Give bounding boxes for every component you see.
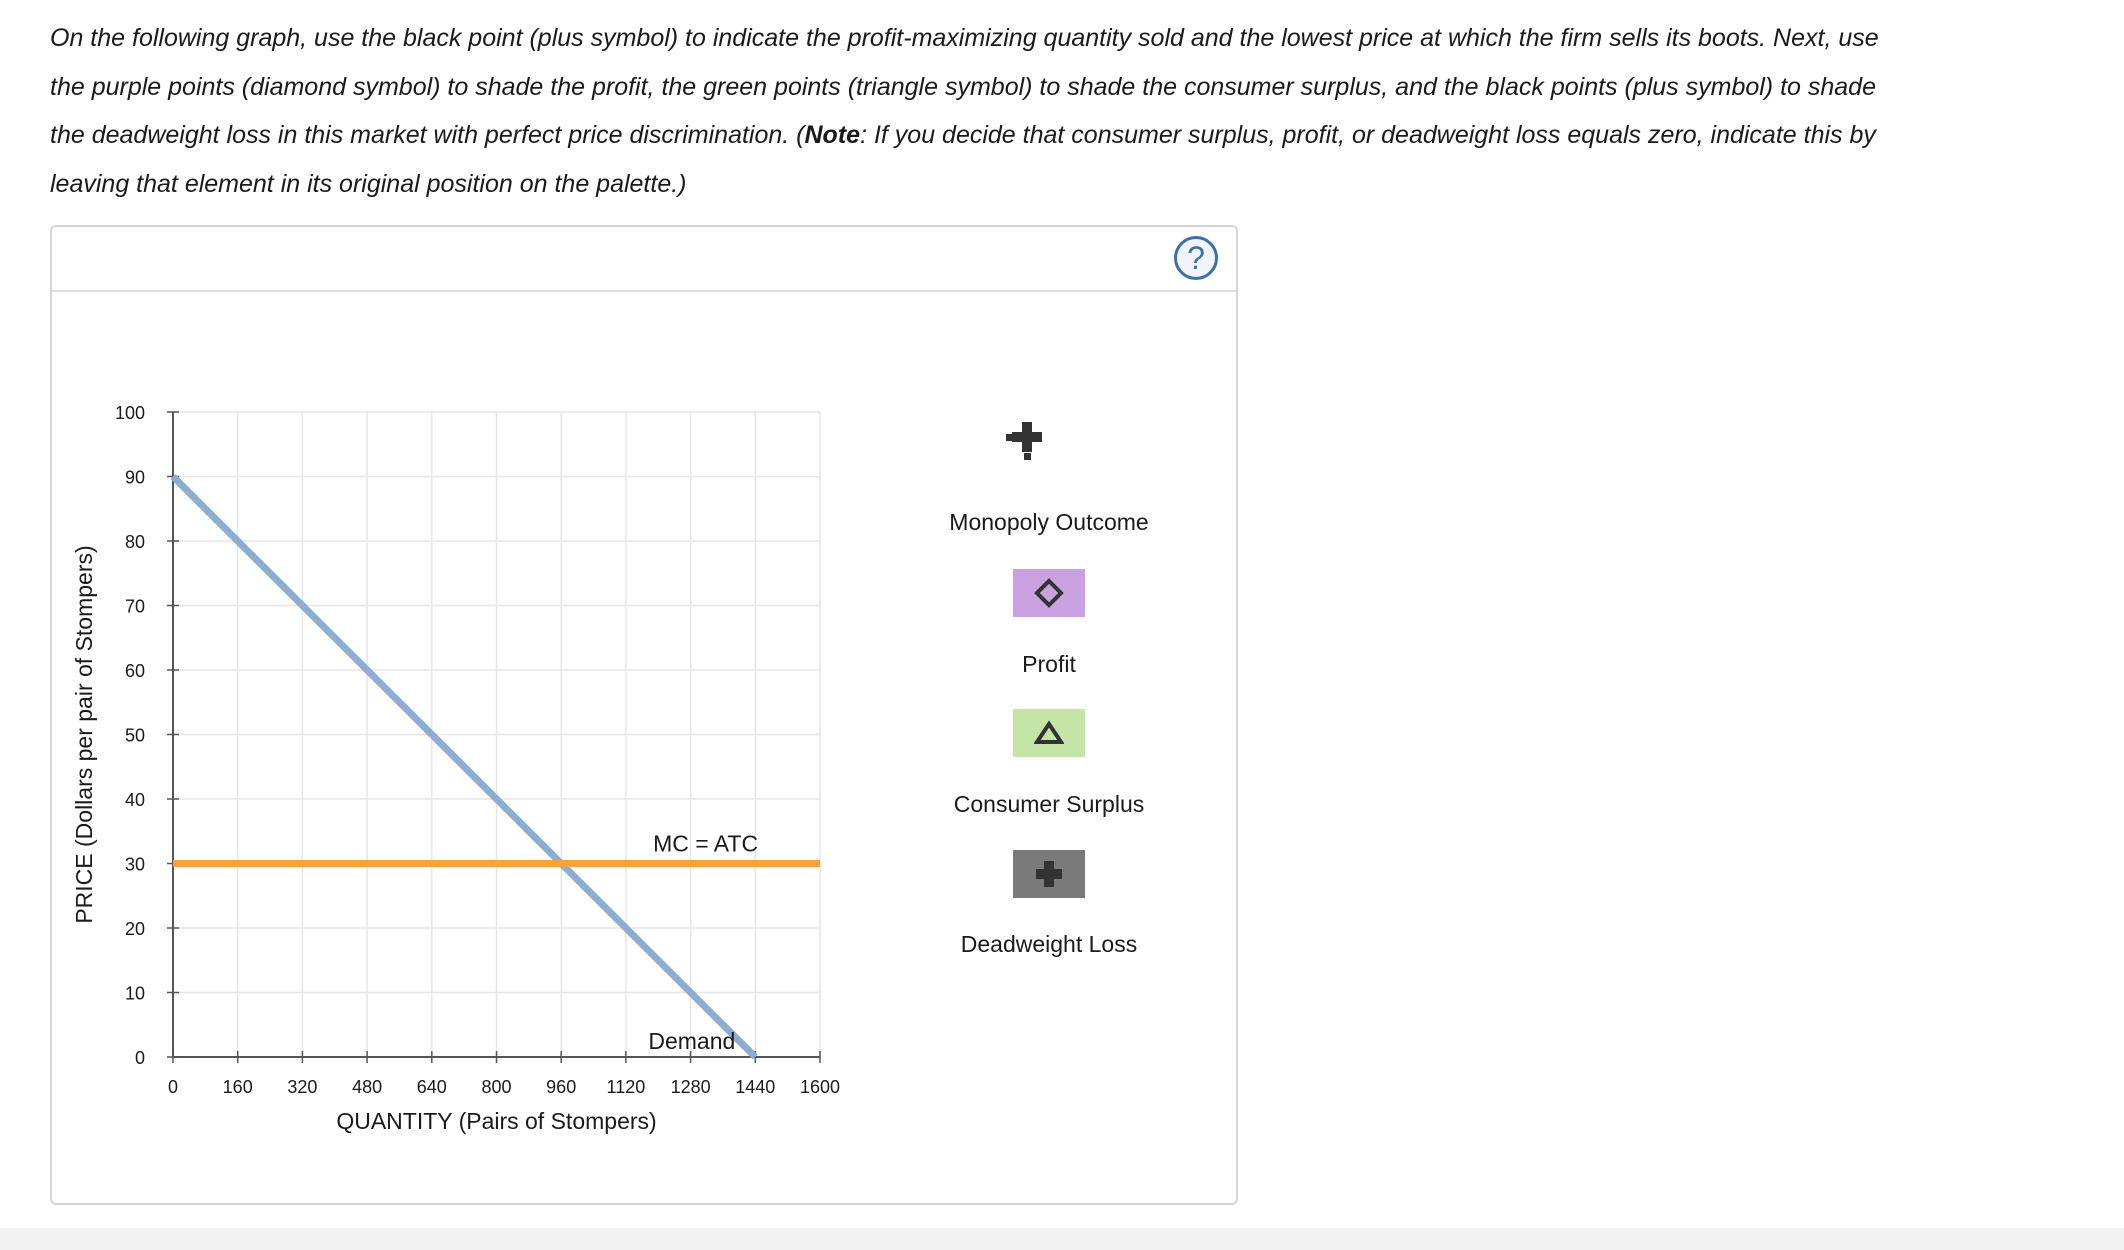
y-tick-label: 10 (125, 984, 145, 1004)
palette-label-monopoly-outcome: Monopoly Outcome (949, 509, 1149, 535)
palette-label-profit: Profit (1022, 651, 1076, 677)
consumer-surplus-swatch[interactable] (1013, 709, 1085, 757)
x-tick-label: 0 (168, 1077, 178, 1097)
y-tick-label: 100 (115, 403, 145, 423)
palette-label-deadweight-loss: Deadweight Loss (960, 931, 1138, 957)
x-tick-label: 1440 (735, 1077, 775, 1097)
graph-panel: ? 0 10 20 30 40 50 60 70 80 90 100 0 160 320 480 640 800… (50, 225, 1238, 1205)
x-tick-label: 480 (352, 1077, 382, 1097)
y-tick-label: 40 (125, 790, 145, 810)
x-tick-label: 320 (287, 1077, 317, 1097)
y-tick-label: 80 (125, 532, 145, 552)
instructions-part1: On the following graph, use the black po… (50, 24, 1879, 149)
y-axis-title: PRICE (Dollars per pair of Stompers) (71, 545, 97, 923)
triangle-icon (1034, 720, 1064, 744)
profit-swatch[interactable] (1013, 569, 1085, 617)
instructions-text: On the following graph, use the black po… (50, 14, 1910, 208)
y-tick-label: 90 (125, 468, 145, 488)
deadweight-loss-swatch[interactable] (1013, 850, 1085, 898)
x-tick-label: 160 (223, 1077, 253, 1097)
x-tick-label: 960 (546, 1077, 576, 1097)
y-tick-label: 70 (125, 597, 145, 617)
plus-icon (1036, 861, 1062, 887)
y-tick-label: 30 (125, 855, 145, 875)
x-tick-label: 800 (481, 1077, 511, 1097)
palette-label-consumer-surplus: Consumer Surplus (953, 791, 1145, 817)
diamond-icon (1034, 578, 1064, 608)
note-label: Note (804, 121, 861, 149)
demand-curve (170, 474, 758, 1060)
x-tick-label: 640 (417, 1077, 447, 1097)
instructions-part2: : If you decide that consumer surplus, p… (50, 121, 1876, 198)
x-tick-label: 1600 (800, 1077, 840, 1097)
y-tick-label: 60 (125, 661, 145, 681)
x-tick-label: 1280 (671, 1077, 711, 1097)
y-tick-label: 0 (135, 1048, 145, 1068)
x-axis-title: QUANTITY (Pairs of Stompers) (336, 1108, 656, 1134)
demand-label: Demand (648, 1028, 735, 1054)
economics-graph[interactable]: 0 10 20 30 40 50 60 70 80 90 100 0 160 320 480 640 800 96… (52, 227, 1236, 1203)
y-tick-label: 50 (125, 726, 145, 746)
y-tick-label: 20 (125, 919, 145, 939)
plus-icon[interactable] (1005, 414, 1051, 460)
help-icon[interactable]: ? (1174, 236, 1218, 280)
panel-header: ? (52, 227, 1236, 292)
mc-atc-label: MC = ATC (653, 831, 758, 857)
x-tick-label: 1120 (607, 1077, 646, 1097)
footer-bar (0, 1228, 2124, 1250)
